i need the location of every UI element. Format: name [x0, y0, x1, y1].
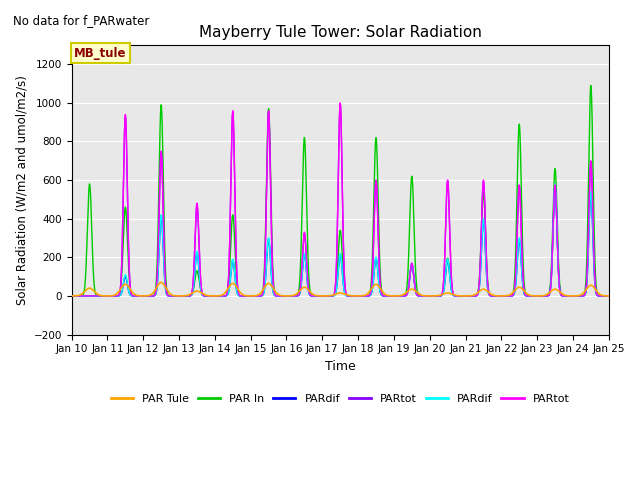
- Text: MB_tule: MB_tule: [74, 47, 127, 60]
- Text: No data for f_PARwater: No data for f_PARwater: [13, 14, 149, 27]
- X-axis label: Time: Time: [325, 360, 356, 373]
- Legend: PAR Tule, PAR In, PARdif, PARtot, PARdif, PARtot: PAR Tule, PAR In, PARdif, PARtot, PARdif…: [107, 389, 574, 408]
- Y-axis label: Solar Radiation (W/m2 and umol/m2/s): Solar Radiation (W/m2 and umol/m2/s): [15, 75, 28, 305]
- Title: Mayberry Tule Tower: Solar Radiation: Mayberry Tule Tower: Solar Radiation: [199, 24, 482, 39]
